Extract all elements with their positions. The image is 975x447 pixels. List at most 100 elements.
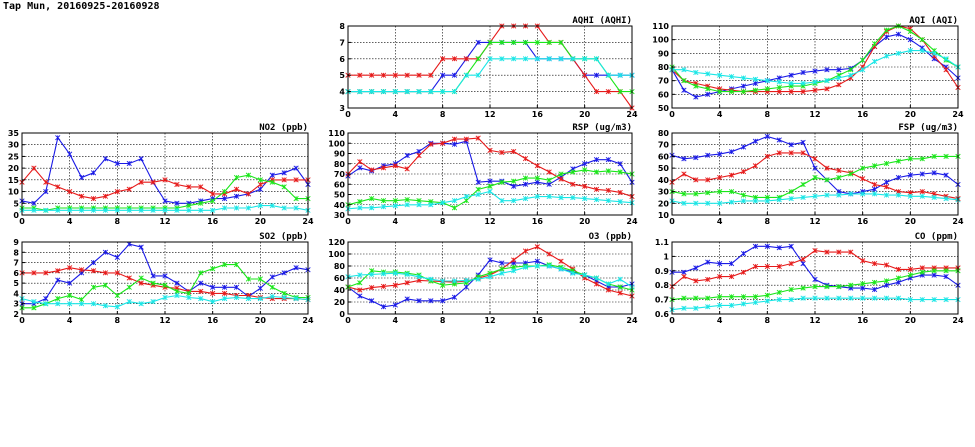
- data-point: [895, 31, 902, 37]
- data-point: [582, 161, 588, 167]
- data-point: [511, 39, 517, 46]
- data-point: [392, 88, 398, 95]
- data-point: [404, 280, 410, 286]
- data-point: [546, 263, 552, 269]
- data-point: [800, 194, 806, 201]
- data-point: [499, 39, 505, 46]
- data-point: [919, 47, 925, 54]
- data-point: [740, 169, 747, 175]
- x-tick-label: 16: [857, 110, 869, 119]
- data-point: [812, 156, 818, 162]
- chart-panel-1: 50 60 70 80 90 100 110 0 4 8 12 16 20 24 AQI (AQI): [652, 16, 964, 119]
- data-point: [558, 258, 564, 264]
- y-tick-label: 110: [652, 22, 669, 31]
- data-point: [681, 78, 687, 84]
- data-point: [693, 94, 699, 100]
- data-point: [871, 191, 878, 197]
- data-point: [257, 181, 263, 188]
- data-point: [369, 195, 375, 202]
- data-point: [186, 290, 192, 297]
- data-point: [380, 304, 387, 310]
- data-point: [440, 140, 446, 146]
- x-tick-label: 0: [669, 316, 675, 325]
- data-point: [883, 179, 890, 185]
- data-point: [511, 268, 517, 274]
- data-point: [800, 88, 806, 95]
- data-point: [126, 299, 132, 305]
- data-point: [895, 50, 902, 56]
- data-point: [848, 171, 854, 177]
- data-point: [475, 191, 481, 198]
- data-point: [534, 193, 540, 200]
- x-tick-label: 8: [440, 217, 446, 226]
- panel-title: O3 (ppb): [589, 232, 632, 242]
- data-point: [534, 263, 540, 269]
- panel-title: AQI (AQI): [909, 16, 958, 26]
- data-point: [681, 200, 687, 206]
- data-point: [871, 58, 878, 65]
- data-point: [534, 244, 540, 250]
- data-point: [78, 174, 85, 181]
- chart-panel-6: 0 20 40 60 80 100 120 0 4 8 12 16 20 24 O3 (ppb): [328, 232, 638, 325]
- data-point: [812, 284, 818, 290]
- data-point: [693, 278, 699, 284]
- data-point: [812, 68, 818, 74]
- data-point: [717, 151, 723, 157]
- data-point: [752, 294, 759, 300]
- data-point: [848, 191, 854, 197]
- data-point: [114, 254, 120, 261]
- data-point: [463, 284, 469, 290]
- data-point: [681, 273, 687, 280]
- data-point: [369, 298, 375, 304]
- data-point: [752, 80, 759, 87]
- data-point: [150, 273, 156, 279]
- data-point: [114, 304, 120, 310]
- y-tick-label: 70: [334, 170, 346, 179]
- data-point: [848, 249, 854, 255]
- y-tick-label: 6: [339, 55, 345, 64]
- data-point: [931, 272, 937, 278]
- data-point: [114, 188, 120, 195]
- data-point: [907, 37, 913, 43]
- x-tick-label: 12: [809, 217, 820, 226]
- data-point: [257, 295, 263, 302]
- data-point: [210, 207, 216, 213]
- data-point: [883, 295, 890, 301]
- data-point: [440, 88, 446, 95]
- data-point: [605, 168, 611, 174]
- data-point: [210, 198, 216, 204]
- data-point: [824, 192, 830, 198]
- data-point: [617, 169, 623, 175]
- data-point: [357, 88, 363, 95]
- data-point: [895, 158, 902, 164]
- data-point: [451, 136, 458, 142]
- data-point: [138, 301, 144, 307]
- panel-title: AQHI (AQHI): [572, 16, 632, 26]
- x-tick-label: 20: [255, 217, 267, 226]
- data-point: [475, 179, 481, 185]
- data-point: [895, 192, 902, 198]
- data-point: [90, 284, 97, 290]
- data-point: [919, 37, 925, 43]
- data-point: [593, 186, 600, 192]
- data-point: [871, 181, 878, 188]
- data-point: [800, 256, 806, 262]
- data-point: [404, 271, 410, 278]
- data-point: [357, 205, 363, 211]
- data-point: [605, 281, 611, 287]
- data-point: [717, 302, 723, 308]
- data-point: [162, 282, 168, 288]
- y-tick-label: 50: [658, 104, 670, 113]
- data-point: [812, 174, 818, 181]
- data-point: [257, 285, 263, 291]
- data-point: [943, 172, 949, 178]
- data-point: [717, 188, 723, 195]
- data-point: [788, 88, 794, 95]
- data-point: [593, 157, 600, 163]
- data-point: [269, 203, 275, 209]
- x-tick-label: 4: [67, 316, 73, 325]
- y-tick-label: 80: [334, 160, 346, 169]
- y-tick-label: 3: [339, 104, 345, 113]
- data-point: [776, 84, 782, 91]
